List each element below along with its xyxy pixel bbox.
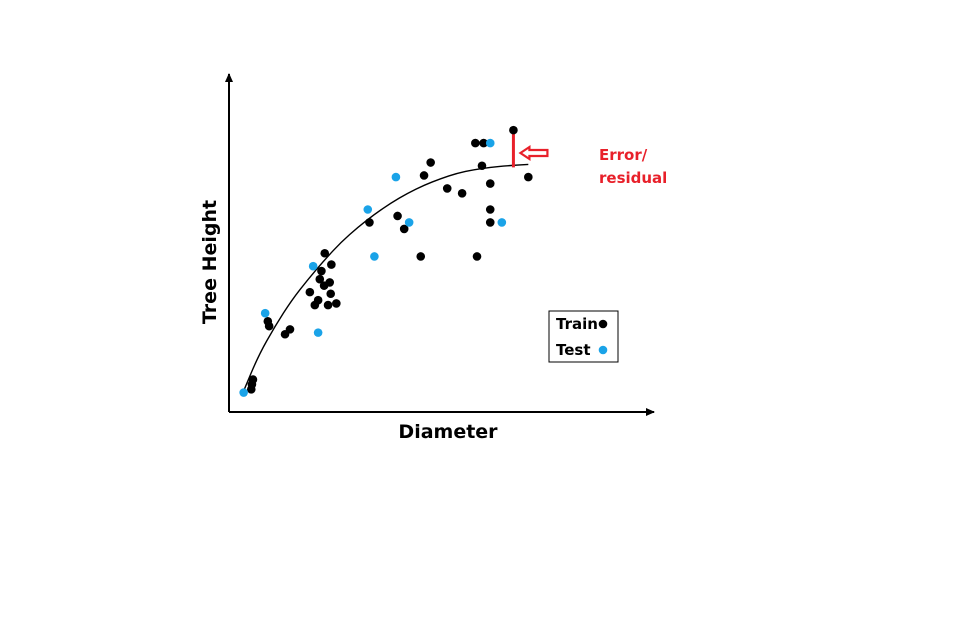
data-point-train <box>472 252 482 261</box>
data-point-train <box>332 299 341 308</box>
legend-marker-test <box>598 345 608 355</box>
data-point-train <box>426 158 435 167</box>
residual-arrow-icon <box>518 144 549 162</box>
data-point-train <box>399 224 409 234</box>
data-point-train <box>471 138 480 148</box>
legend: Train Test <box>548 310 619 363</box>
data-point-train <box>485 205 495 214</box>
data-point-test <box>370 252 379 261</box>
data-point-test <box>239 388 248 397</box>
data-point-test <box>391 172 401 182</box>
data-point-test <box>404 218 414 227</box>
data-point-train <box>477 161 487 171</box>
data-point-train <box>264 321 274 331</box>
data-point-train <box>325 278 335 287</box>
annotation-residual-label: residual <box>599 169 667 187</box>
data-point-train <box>365 218 374 227</box>
data-point-test <box>260 308 270 318</box>
data-point-train <box>416 252 426 261</box>
points-layer <box>239 125 533 397</box>
annotation-error-label: Error/ <box>599 146 648 164</box>
data-point-train <box>524 172 533 182</box>
data-point-train <box>326 289 336 299</box>
y-axis-label: Tree Height <box>199 200 221 324</box>
data-point-train <box>313 295 323 305</box>
data-point-train <box>323 300 333 310</box>
legend-marker-train <box>598 319 608 329</box>
data-point-train <box>442 184 452 193</box>
data-point-test <box>313 328 323 337</box>
x-axis-label: Diameter <box>398 421 498 443</box>
data-point-train <box>485 218 495 227</box>
data-point-train <box>509 125 518 135</box>
data-point-train <box>320 248 330 258</box>
data-point-test <box>308 261 318 271</box>
data-point-train <box>315 274 325 284</box>
data-point-train <box>285 325 295 334</box>
data-point-test <box>485 138 495 148</box>
fit-curve <box>243 163 529 392</box>
data-point-train <box>485 179 495 188</box>
legend-label-test: Test <box>556 341 591 359</box>
data-point-train <box>248 375 258 384</box>
data-point-test <box>497 218 507 227</box>
data-point-train <box>479 138 488 148</box>
data-point-train <box>393 211 402 221</box>
data-point-train <box>419 171 429 180</box>
legend-box <box>548 310 619 363</box>
data-point-train <box>317 266 326 276</box>
data-point-train <box>457 189 467 198</box>
data-point-test <box>363 205 373 214</box>
data-point-train <box>327 260 336 269</box>
legend-label-train: Train <box>556 315 598 333</box>
data-point-train <box>305 287 315 297</box>
